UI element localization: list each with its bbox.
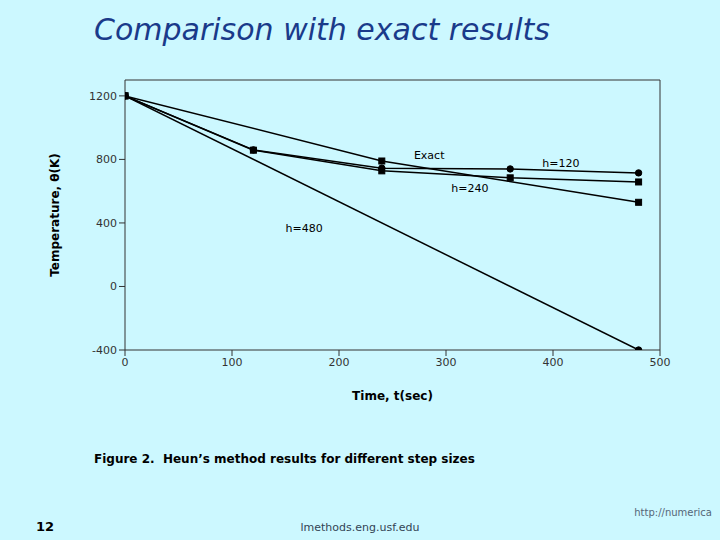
html-text:Figure 2. Heun’s method result: Figure 2. Heun’s method results for diff… (94, 452, 475, 466)
svg-text:300: 300 (436, 356, 457, 369)
svg-text:500: 500 (650, 356, 671, 369)
svg-text:h=240: h=240 (451, 182, 488, 195)
svg-text:0: 0 (110, 280, 117, 293)
html-text:http://numerica: http://numerica (634, 507, 712, 518)
html-text:Comparison with exact results: Comparison with exact results (94, 12, 550, 47)
svg-text:400: 400 (543, 356, 564, 369)
svg-text:h=120: h=120 (542, 157, 579, 170)
svg-text:Time, t(sec): Time, t(sec) (352, 389, 433, 403)
svg-text:100: 100 (222, 356, 243, 369)
html-text:12: 12 (36, 519, 55, 534)
svg-text:-400: -400 (92, 344, 117, 357)
svg-text:Temperature, θ(K): Temperature, θ(K) (48, 153, 62, 277)
svg-text:0: 0 (122, 356, 129, 369)
svg-text:200: 200 (329, 356, 350, 369)
svg-text:1200: 1200 (89, 90, 117, 103)
svg-text:800: 800 (96, 153, 117, 166)
svg-text:h=480: h=480 (286, 222, 323, 235)
html-text:lmethods.eng.usf.edu: lmethods.eng.usf.edu (300, 521, 420, 534)
svg-text:400: 400 (96, 217, 117, 230)
svg-text:Exact: Exact (414, 149, 445, 162)
